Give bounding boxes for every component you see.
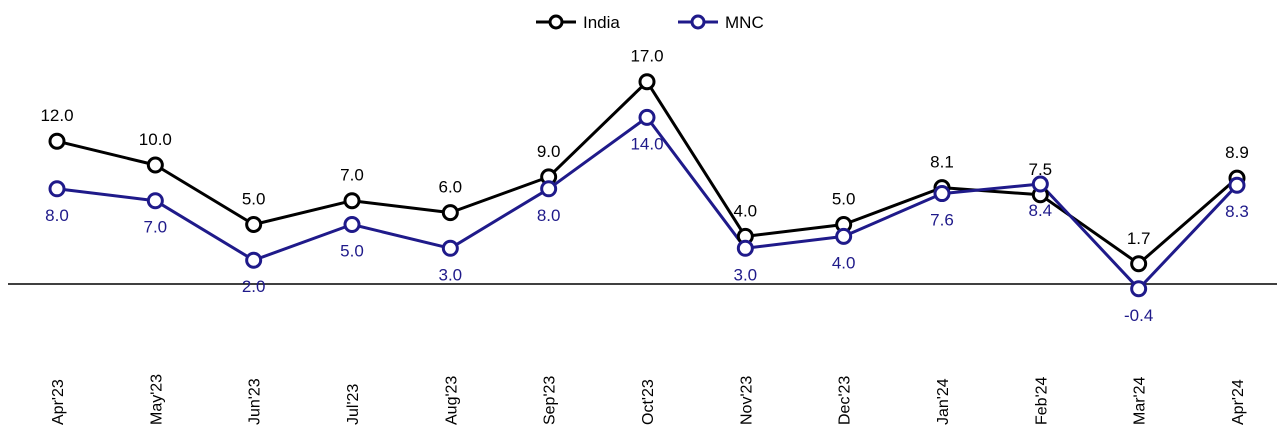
x-tick-label: Apr'24 — [1230, 379, 1247, 425]
legend-entry-india: India — [536, 13, 620, 32]
data-label-india-4: 6.0 — [439, 178, 463, 197]
data-point-india-1 — [146, 156, 164, 174]
data-point-india-3 — [343, 192, 361, 210]
data-label-mnc-4: 3.0 — [439, 265, 463, 284]
data-point-mnc-7 — [736, 239, 754, 257]
data-point-mnc-6 — [638, 108, 656, 126]
data-point-mnc-0 — [48, 180, 66, 198]
data-label-mnc-7: 3.0 — [734, 265, 758, 284]
data-point-india-11 — [1130, 255, 1148, 273]
legend-marker-mnc — [690, 14, 706, 30]
data-label-india-5: 9.0 — [537, 142, 561, 161]
legend-entry-mnc: MNC — [678, 13, 764, 32]
x-tick-label: Nov'23 — [738, 376, 755, 425]
x-tick-label: Mar'24 — [1132, 376, 1149, 425]
x-tick-label: May'23 — [148, 374, 165, 425]
data-point-india-0 — [48, 132, 66, 150]
data-point-mnc-3 — [343, 216, 361, 233]
x-tick-label: Jan'24 — [935, 378, 952, 425]
data-point-mnc-4 — [441, 239, 459, 257]
legend-label-mnc: MNC — [725, 13, 764, 32]
data-label-india-0: 12.0 — [40, 106, 73, 125]
data-labels: 12.0 10.0 5.0 7.0 6.0 9.0 17.0 4.0 5.0 8.1 7.5 1.7 8… — [40, 47, 1248, 325]
data-label-india-7: 4.0 — [734, 201, 758, 220]
x-axis-tick-labels: Apr'23 May'23 Jun'23 Jul'23 Aug'23 Sep'23 Oct'… — [50, 374, 1247, 425]
data-point-mnc-9 — [933, 185, 951, 203]
data-label-mnc-5: 8.0 — [537, 206, 561, 225]
data-label-mnc-2: 2.0 — [242, 277, 266, 296]
data-label-mnc-12: 8.3 — [1225, 202, 1249, 221]
data-label-india-10: 7.5 — [1029, 160, 1053, 179]
data-point-mnc-11 — [1130, 280, 1148, 298]
x-tick-label: Oct'23 — [640, 379, 657, 425]
data-point-mnc-1 — [146, 192, 164, 210]
data-label-india-2: 5.0 — [242, 190, 266, 209]
data-point-india-4 — [441, 204, 459, 222]
data-label-mnc-0: 8.0 — [45, 206, 69, 225]
data-label-mnc-11: -0.4 — [1124, 306, 1153, 325]
data-label-mnc-1: 7.0 — [144, 218, 168, 237]
data-point-mnc-12 — [1228, 176, 1246, 194]
data-label-mnc-8: 4.0 — [832, 253, 856, 272]
data-label-mnc-10: 8.4 — [1029, 201, 1053, 220]
x-tick-label: Dec'23 — [837, 376, 854, 425]
data-label-india-6: 17.0 — [630, 47, 663, 66]
data-label-india-12: 8.9 — [1225, 143, 1249, 162]
legend-marker-india — [548, 14, 564, 30]
data-point-mnc-2 — [245, 251, 263, 269]
data-label-india-8: 5.0 — [832, 190, 856, 209]
data-label-india-1: 10.0 — [139, 130, 172, 149]
x-tick-label: Aug'23 — [443, 376, 460, 425]
data-label-india-11: 1.7 — [1127, 229, 1151, 248]
x-tick-label: Feb'24 — [1033, 376, 1050, 425]
data-point-mnc-8 — [835, 227, 853, 245]
data-label-mnc-9: 7.6 — [930, 211, 954, 230]
x-tick-label: Apr'23 — [50, 379, 67, 425]
x-tick-label: Jun'23 — [247, 378, 264, 425]
data-point-mnc-5 — [540, 180, 558, 198]
data-label-india-9: 8.1 — [930, 153, 954, 172]
series-markers — [48, 73, 1246, 298]
x-tick-label: Sep'23 — [542, 376, 559, 425]
data-point-india-2 — [245, 216, 263, 233]
data-point-india-6 — [638, 73, 656, 91]
data-label-india-3: 7.0 — [340, 166, 364, 185]
data-point-mnc-10 — [1031, 175, 1049, 193]
x-tick-label: Jul'23 — [345, 384, 362, 425]
legend: India MNC — [536, 13, 764, 32]
data-label-mnc-3: 5.0 — [340, 242, 364, 261]
legend-label-india: India — [583, 13, 620, 32]
data-label-mnc-6: 14.0 — [630, 134, 663, 153]
